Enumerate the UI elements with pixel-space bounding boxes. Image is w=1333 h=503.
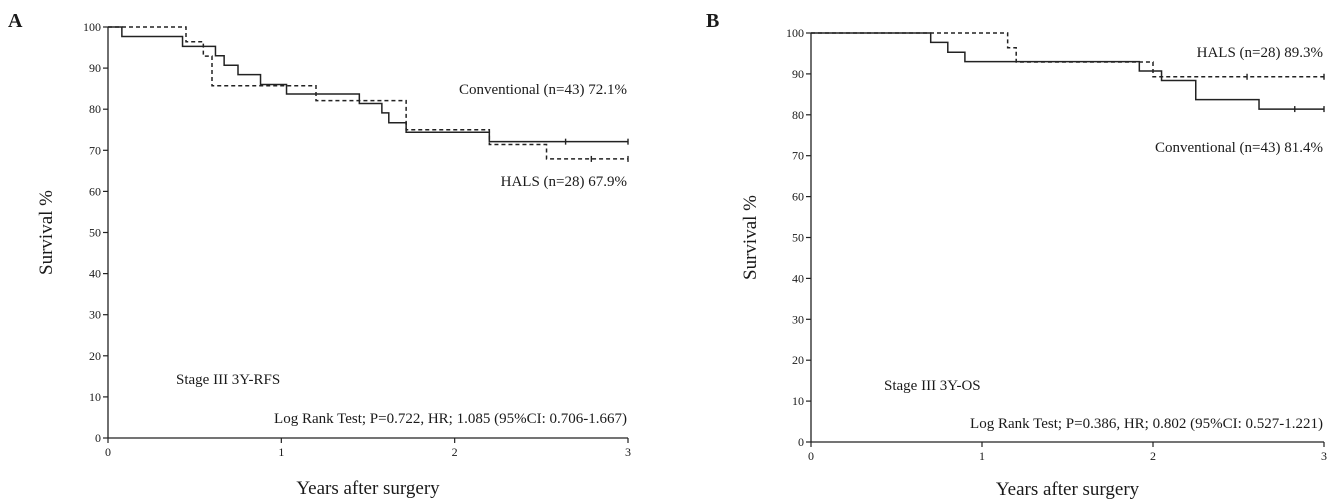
survival-chart-a: 0 10 20 30 40 50 60 70 80 90 100 0 1 2 3 Survival % Year… bbox=[36, 20, 631, 499]
y-tick-label: 70 bbox=[792, 149, 804, 163]
y-tick-label: 20 bbox=[792, 353, 804, 367]
panel-letter: A bbox=[8, 10, 23, 32]
y-tick-label: 60 bbox=[89, 184, 101, 198]
survival-chart-b: 0 10 20 30 40 50 60 70 80 90 100 0 1 2 3 Survival % Year… bbox=[740, 26, 1327, 500]
log-rank-annotation: Log Rank Test; P=0.722, HR; 1.085 (95%CI… bbox=[274, 411, 627, 427]
y-tick-label: 90 bbox=[792, 67, 804, 81]
y-axis-title: Survival % bbox=[36, 190, 57, 275]
stage-label: Stage III 3Y-OS bbox=[884, 378, 981, 394]
x-axis-title: Years after surgery bbox=[296, 478, 440, 499]
y-tick-label: 40 bbox=[89, 267, 101, 281]
y-tick-label: 90 bbox=[89, 61, 101, 75]
y-tick-label: 80 bbox=[89, 102, 101, 116]
series-line-solid bbox=[108, 26, 628, 143]
series-label: HALS (n=28) 89.3% bbox=[1197, 45, 1323, 61]
y-tick-label: 10 bbox=[792, 394, 804, 408]
series-line-dashed bbox=[108, 26, 628, 160]
y-tick-label: 40 bbox=[792, 271, 804, 285]
y-tick-label: 100 bbox=[786, 26, 804, 40]
y-tick-label: 0 bbox=[798, 435, 804, 449]
panel-letter: B bbox=[706, 10, 720, 32]
series-label: Conventional (n=43) 72.1% bbox=[459, 82, 627, 98]
series-label: HALS (n=28) 67.9% bbox=[501, 174, 627, 190]
y-tick-label: 50 bbox=[792, 231, 804, 245]
y-tick-label: 80 bbox=[792, 108, 804, 122]
panel-b: B 0 10 20 30 40 50 60 70 80 90 100 0 1 2 3 Survival % Ye… bbox=[700, 0, 1333, 503]
y-tick-label: 100 bbox=[83, 20, 101, 34]
x-tick-label: 3 bbox=[625, 445, 631, 459]
x-tick-label: 0 bbox=[105, 445, 111, 459]
series-label: Conventional (n=43) 81.4% bbox=[1155, 140, 1323, 156]
y-tick-label: 30 bbox=[89, 308, 101, 322]
y-tick-label: 20 bbox=[89, 349, 101, 363]
x-tick-label: 1 bbox=[979, 449, 985, 463]
y-axis-title: Survival % bbox=[740, 195, 761, 280]
x-tick-label: 2 bbox=[452, 445, 458, 459]
x-tick-label: 1 bbox=[278, 445, 284, 459]
x-tick-label: 3 bbox=[1321, 449, 1327, 463]
log-rank-annotation: Log Rank Test; P=0.386, HR; 0.802 (95%CI… bbox=[970, 416, 1323, 432]
x-tick-label: 0 bbox=[808, 449, 814, 463]
x-tick-label: 2 bbox=[1150, 449, 1156, 463]
series-line-dashed bbox=[811, 32, 1324, 78]
y-tick-label: 0 bbox=[95, 431, 101, 445]
stage-label: Stage III 3Y-RFS bbox=[176, 372, 280, 388]
panel-a: A 0 10 20 30 40 50 60 70 80 90 100 0 1 2 3 Survival % Ye… bbox=[0, 0, 660, 503]
y-tick-label: 10 bbox=[89, 390, 101, 404]
series-line-solid bbox=[811, 32, 1324, 110]
y-tick-label: 60 bbox=[792, 190, 804, 204]
y-tick-label: 30 bbox=[792, 312, 804, 326]
y-tick-label: 70 bbox=[89, 143, 101, 157]
x-axis-title: Years after surgery bbox=[996, 479, 1140, 500]
y-tick-label: 50 bbox=[89, 226, 101, 240]
